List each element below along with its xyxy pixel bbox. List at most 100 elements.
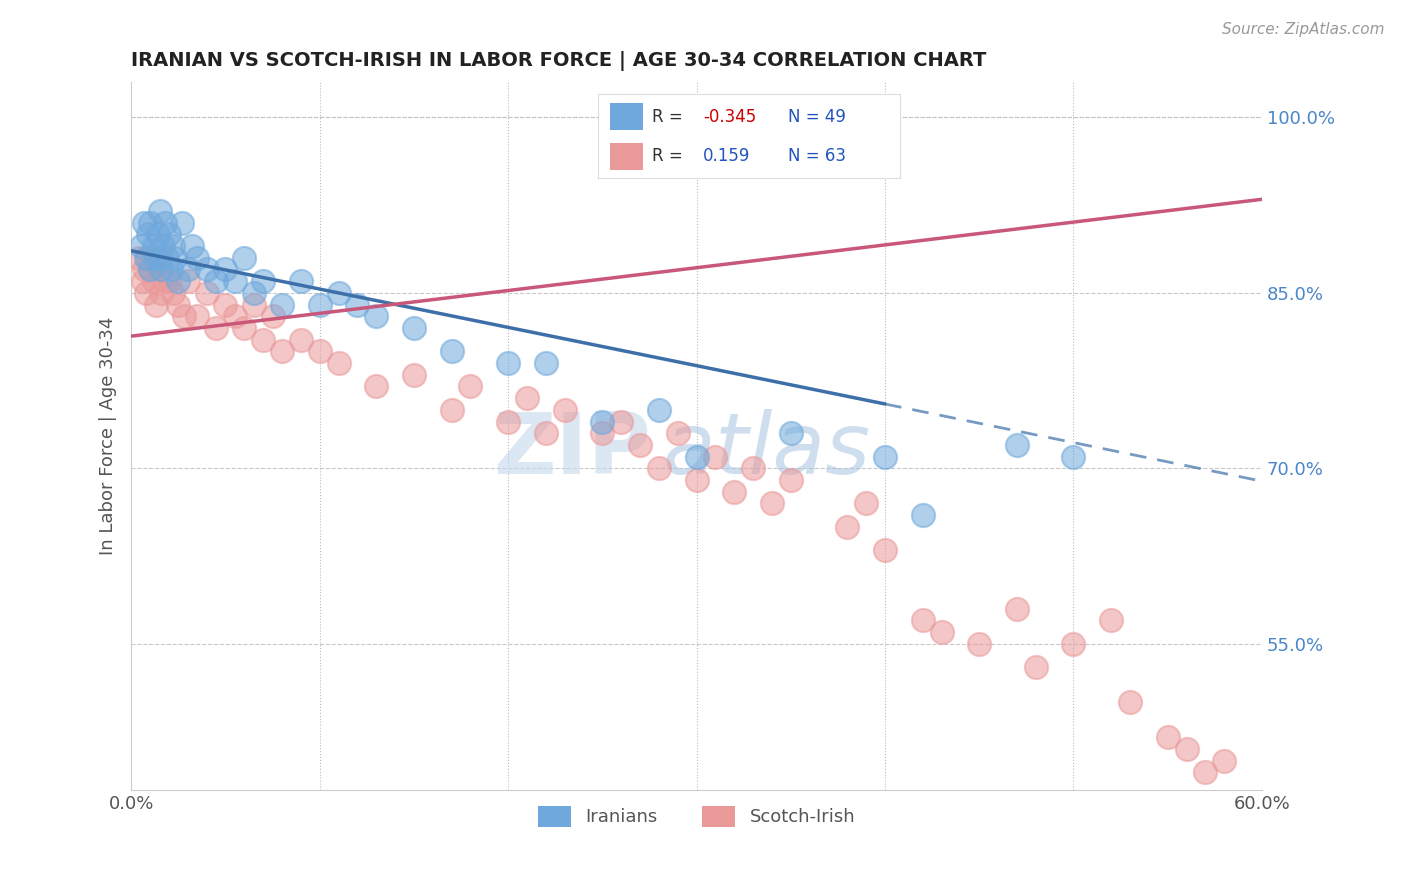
Point bbox=[129, 239, 152, 253]
Point bbox=[157, 227, 180, 242]
Point bbox=[153, 274, 176, 288]
Point bbox=[262, 310, 284, 324]
Point bbox=[1099, 613, 1122, 627]
Point bbox=[837, 520, 859, 534]
Point bbox=[290, 333, 312, 347]
Point bbox=[146, 227, 169, 242]
Point bbox=[136, 251, 159, 265]
Point bbox=[554, 402, 576, 417]
Point bbox=[233, 251, 256, 265]
Point bbox=[496, 356, 519, 370]
Point bbox=[177, 274, 200, 288]
Point bbox=[139, 216, 162, 230]
Point bbox=[1194, 765, 1216, 780]
Point bbox=[931, 625, 953, 640]
Point bbox=[148, 204, 170, 219]
Point bbox=[214, 262, 236, 277]
Point bbox=[145, 251, 167, 265]
Point bbox=[156, 251, 179, 265]
Point bbox=[252, 333, 274, 347]
Point bbox=[148, 251, 170, 265]
Text: N = 63: N = 63 bbox=[787, 146, 846, 164]
Point bbox=[214, 297, 236, 311]
Point bbox=[186, 251, 208, 265]
Point bbox=[440, 402, 463, 417]
Text: R =: R = bbox=[652, 108, 683, 126]
Text: ZIP: ZIP bbox=[494, 409, 651, 491]
Point bbox=[139, 262, 162, 277]
Point bbox=[173, 310, 195, 324]
Point bbox=[402, 368, 425, 382]
Point bbox=[142, 239, 165, 253]
Point bbox=[224, 274, 246, 288]
Point bbox=[152, 239, 174, 253]
Point bbox=[402, 321, 425, 335]
Text: -0.345: -0.345 bbox=[703, 108, 756, 126]
Point bbox=[648, 461, 671, 475]
Point bbox=[591, 415, 613, 429]
Point bbox=[157, 274, 180, 288]
Point bbox=[1025, 660, 1047, 674]
Point bbox=[328, 285, 350, 300]
Point bbox=[252, 274, 274, 288]
Text: atlas: atlas bbox=[662, 409, 870, 491]
Point bbox=[610, 415, 633, 429]
Point bbox=[186, 310, 208, 324]
Point bbox=[911, 613, 934, 627]
Point bbox=[162, 285, 184, 300]
Point bbox=[131, 274, 153, 288]
Point bbox=[1156, 731, 1178, 745]
Point bbox=[195, 262, 218, 277]
Point bbox=[328, 356, 350, 370]
Point bbox=[704, 450, 727, 464]
Text: IRANIAN VS SCOTCH-IRISH IN LABOR FORCE | AGE 30-34 CORRELATION CHART: IRANIAN VS SCOTCH-IRISH IN LABOR FORCE |… bbox=[131, 51, 987, 70]
Point bbox=[150, 285, 173, 300]
Text: 0.159: 0.159 bbox=[703, 146, 751, 164]
Point bbox=[242, 297, 264, 311]
Point bbox=[134, 262, 156, 277]
Point bbox=[162, 239, 184, 253]
Point bbox=[134, 216, 156, 230]
Point bbox=[1213, 754, 1236, 768]
Point bbox=[308, 297, 330, 311]
Point bbox=[1005, 438, 1028, 452]
Point bbox=[666, 426, 689, 441]
Point bbox=[685, 473, 707, 487]
Point bbox=[224, 310, 246, 324]
Text: Source: ZipAtlas.com: Source: ZipAtlas.com bbox=[1222, 22, 1385, 37]
Point bbox=[153, 216, 176, 230]
Point bbox=[855, 496, 877, 510]
Point bbox=[142, 274, 165, 288]
Point bbox=[440, 344, 463, 359]
Point bbox=[346, 297, 368, 311]
Point bbox=[180, 239, 202, 253]
Point bbox=[135, 285, 157, 300]
Point bbox=[873, 450, 896, 464]
Point bbox=[242, 285, 264, 300]
Point bbox=[271, 297, 294, 311]
Point bbox=[779, 473, 801, 487]
Point bbox=[1062, 637, 1084, 651]
Point bbox=[1062, 450, 1084, 464]
Point bbox=[177, 262, 200, 277]
Point bbox=[591, 426, 613, 441]
Point bbox=[148, 262, 170, 277]
Point bbox=[167, 297, 190, 311]
Point bbox=[145, 297, 167, 311]
Point bbox=[136, 227, 159, 242]
FancyBboxPatch shape bbox=[610, 143, 643, 169]
Point bbox=[139, 262, 162, 277]
Point bbox=[496, 415, 519, 429]
Text: R =: R = bbox=[652, 146, 683, 164]
Point bbox=[460, 379, 482, 393]
Point bbox=[163, 251, 186, 265]
Point bbox=[648, 402, 671, 417]
Point bbox=[128, 251, 150, 265]
Point bbox=[1119, 695, 1142, 709]
Point bbox=[685, 450, 707, 464]
Point bbox=[172, 216, 194, 230]
FancyBboxPatch shape bbox=[610, 103, 643, 130]
Point bbox=[135, 251, 157, 265]
Point bbox=[366, 379, 388, 393]
Point bbox=[742, 461, 765, 475]
